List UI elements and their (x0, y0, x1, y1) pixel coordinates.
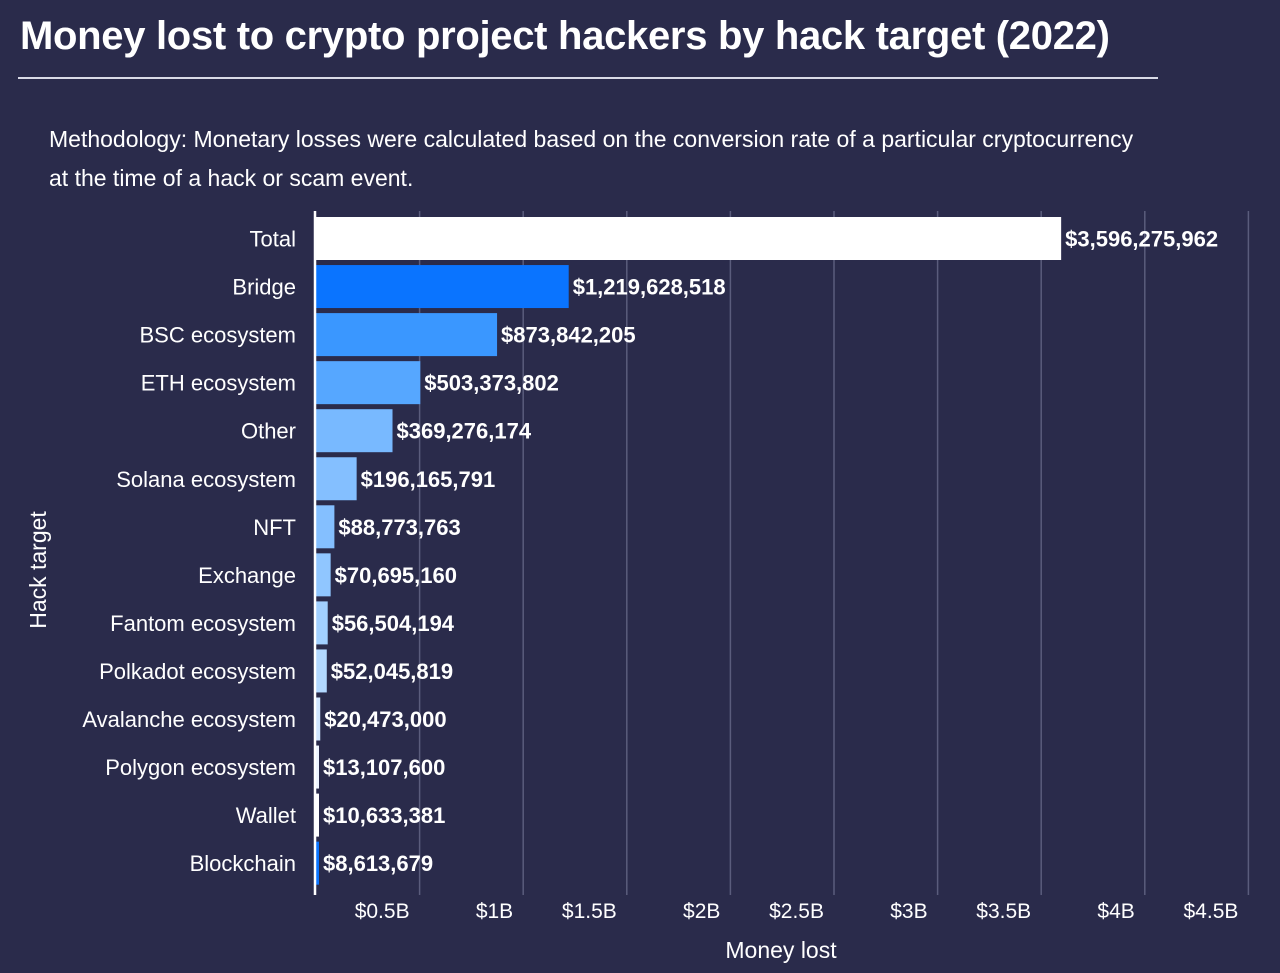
data-label: $873,842,205 (501, 323, 636, 348)
x-tick-label: $2.5B (769, 900, 824, 923)
bar (316, 505, 335, 549)
x-tick-label: $3.5B (976, 900, 1031, 923)
bar (316, 553, 331, 597)
x-tick-label: $1.5B (562, 900, 617, 923)
data-label: $56,504,194 (332, 611, 455, 636)
data-label: $70,695,160 (335, 563, 457, 588)
data-label: $13,107,600 (323, 755, 445, 780)
data-label: $503,373,802 (424, 371, 559, 396)
bar (316, 361, 421, 405)
x-tick-label: $1B (476, 900, 513, 923)
x-tick-label: $4.5B (1184, 900, 1239, 923)
chart-subtitle: Methodology: Monetary losses were calcul… (49, 126, 1134, 191)
y-category-label: Wallet (236, 803, 296, 828)
data-label: $88,773,763 (338, 515, 460, 540)
y-category-label: Other (241, 419, 296, 444)
bar (316, 217, 1062, 260)
y-category-label: Avalanche ecosystem (82, 707, 296, 732)
y-category-label: Polkadot ecosystem (99, 659, 296, 684)
bar (316, 265, 569, 309)
x-tick-label: $3B (890, 900, 927, 923)
y-category-label: NFT (253, 515, 296, 540)
bar (316, 601, 328, 645)
data-label: $196,165,791 (361, 467, 496, 492)
y-category-label: BSC ecosystem (140, 323, 297, 348)
bar (316, 745, 319, 789)
y-category-label: Polygon ecosystem (105, 755, 296, 780)
bar (316, 457, 357, 501)
y-category-label: Solana ecosystem (116, 467, 296, 492)
y-category-label: Blockchain (190, 851, 296, 876)
bar (316, 409, 393, 453)
data-label: $3,596,275,962 (1065, 227, 1218, 252)
title-divider (18, 77, 1158, 79)
data-label: $20,473,000 (324, 707, 446, 732)
y-category-label: Fantom ecosystem (110, 611, 296, 636)
chart-title: Money lost to crypto project hackers by … (20, 14, 1110, 58)
data-label: $369,276,174 (397, 419, 532, 444)
data-label: $10,633,381 (323, 803, 445, 828)
y-category-label: ETH ecosystem (141, 371, 296, 396)
bar (316, 313, 498, 357)
y-category-label: Exchange (198, 563, 296, 588)
x-tick-label: $4B (1097, 900, 1134, 923)
data-label: $1,219,628,518 (573, 275, 726, 300)
y-axis-label: Hack target (25, 511, 51, 629)
x-tick-label: $0.5B (355, 900, 410, 923)
y-category-label: Bridge (232, 275, 296, 300)
bar (316, 841, 319, 885)
bar (316, 793, 319, 837)
x-tick-label: $2B (683, 900, 720, 923)
y-category-label: Total (250, 227, 296, 252)
bar (316, 697, 321, 741)
x-axis-label: Money lost (725, 937, 837, 963)
data-label: $52,045,819 (331, 659, 453, 684)
data-label: $8,613,679 (323, 851, 433, 876)
bar (316, 649, 327, 693)
